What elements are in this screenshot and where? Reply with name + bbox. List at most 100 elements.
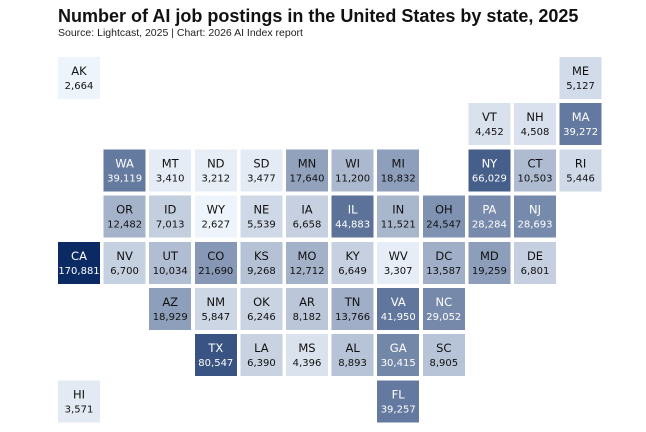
state-abbr-ok: OK: [253, 295, 270, 309]
state-tile-ks: KS 9,268: [240, 241, 283, 284]
state-tile-mi: MI 18,832: [377, 149, 420, 192]
state-abbr-mo: MO: [298, 249, 317, 263]
state-abbr-id: ID: [164, 203, 176, 217]
state-abbr-tn: TN: [344, 295, 361, 309]
state-value-ok: 6,246: [247, 312, 276, 323]
state-tile-il: IL 44,883: [331, 195, 374, 238]
state-abbr-me: ME: [572, 64, 589, 78]
state-tile-fill-oh: [422, 195, 465, 238]
state-tile-wa: WA 39,119: [103, 149, 146, 192]
state-tile-fill-nc: [422, 288, 465, 330]
state-value-md: 19,259: [472, 266, 507, 277]
state-abbr-nd: ND: [207, 156, 225, 170]
state-abbr-ma: MA: [572, 110, 590, 124]
state-value-az: 18,929: [153, 312, 188, 323]
state-tile-ri: RI 5,446: [559, 149, 602, 192]
state-abbr-hi: HI: [73, 387, 85, 401]
state-tile-nm: NM 5,847: [194, 288, 237, 330]
state-value-ma: 39,272: [563, 127, 598, 138]
state-tile-fill-ia: [286, 195, 328, 238]
state-tile-fill-ct: [514, 149, 556, 192]
state-tile-pa: PA 28,284: [468, 195, 511, 238]
state-tile-fill-ma: [559, 103, 602, 146]
state-tile-fill-mi: [377, 149, 420, 192]
state-tile-fl: FL 39,257: [377, 380, 420, 423]
state-tile-md: MD 19,259: [468, 241, 511, 284]
state-abbr-ri: RI: [575, 156, 586, 170]
state-tile-fill-ks: [240, 241, 283, 284]
state-tile-fill-la: [240, 334, 283, 377]
state-abbr-nv: NV: [116, 249, 133, 263]
state-abbr-dc: DC: [435, 249, 452, 263]
state-tile-fill-ga: [377, 334, 420, 377]
state-tile-az: AZ 18,929: [149, 288, 192, 330]
state-tile-fill-wa: [103, 149, 146, 192]
state-tile-fill-nm: [194, 288, 237, 330]
state-value-wy: 2,627: [201, 220, 230, 231]
state-tile-fill-ny: [468, 149, 511, 192]
state-value-ak: 2,664: [65, 81, 94, 92]
state-value-mn: 17,640: [290, 173, 325, 184]
state-tile-nc: NC 29,052: [422, 288, 465, 330]
state-value-tx: 80,547: [198, 358, 233, 369]
state-value-ri: 5,446: [566, 173, 595, 184]
state-tile-de: DE 6,801: [514, 241, 556, 284]
state-abbr-la: LA: [254, 341, 269, 355]
state-tile-fill-ak: [58, 57, 100, 99]
state-tile-fill-tx: [194, 334, 237, 377]
state-abbr-ia: IA: [301, 203, 312, 217]
state-tile-fill-ar: [286, 288, 328, 330]
state-value-or: 12,482: [107, 220, 142, 231]
state-value-hi: 3,571: [65, 404, 94, 415]
state-value-nh: 4,508: [521, 127, 550, 138]
state-tile-fill-ca: [58, 241, 100, 284]
state-abbr-sd: SD: [253, 156, 269, 170]
state-abbr-ny: NY: [482, 156, 499, 170]
state-abbr-ks: KS: [254, 249, 269, 263]
state-tile-mt: MT 3,410: [149, 149, 192, 192]
state-abbr-co: CO: [207, 249, 224, 263]
state-tile-ia: IA 6,658: [286, 195, 328, 238]
state-tile-fill-az: [149, 288, 192, 330]
state-abbr-nc: NC: [435, 295, 452, 309]
state-value-ms: 4,396: [293, 358, 322, 369]
state-value-oh: 24,547: [426, 220, 461, 231]
state-value-pa: 28,284: [472, 220, 507, 231]
state-tile-tx: TX 80,547: [194, 334, 237, 377]
state-abbr-ak: AK: [71, 64, 87, 78]
state-abbr-mt: MT: [162, 156, 180, 170]
state-tile-fill-fl: [377, 380, 420, 423]
state-tile-fill-sd: [240, 149, 283, 192]
state-abbr-nh: NH: [526, 110, 543, 124]
state-tile-fill-nv: [103, 241, 146, 284]
state-abbr-il: IL: [348, 203, 358, 217]
state-tile-wi: WI 11,200: [331, 149, 374, 192]
state-abbr-de: DE: [527, 249, 543, 263]
state-abbr-in: IN: [392, 203, 404, 217]
state-tile-me: ME 5,127: [559, 57, 602, 99]
state-value-mi: 18,832: [381, 173, 416, 184]
state-tile-oh: OH 24,547: [422, 195, 465, 238]
state-tile-ma: MA 39,272: [559, 103, 602, 146]
state-abbr-oh: OH: [435, 203, 453, 217]
state-abbr-ar: AR: [299, 295, 315, 309]
state-tile-fill-dc: [422, 241, 465, 284]
state-abbr-ct: CT: [527, 156, 543, 170]
state-tile-fill-pa: [468, 195, 511, 238]
state-abbr-ky: KY: [346, 249, 361, 263]
state-tile-in: IN 11,521: [377, 195, 420, 238]
state-abbr-wy: WY: [207, 203, 226, 217]
state-value-nc: 29,052: [426, 312, 461, 323]
state-tile-wv: WV 3,307: [377, 241, 420, 284]
state-tile-fill-sc: [422, 334, 465, 377]
state-value-me: 5,127: [566, 81, 595, 92]
state-value-ar: 8,182: [293, 312, 322, 323]
state-value-ky: 6,649: [338, 266, 367, 277]
state-abbr-md: MD: [480, 249, 499, 263]
state-abbr-az: AZ: [162, 295, 178, 309]
state-value-mt: 3,410: [156, 173, 185, 184]
state-value-il: 44,883: [335, 220, 370, 231]
state-tile-fill-il: [331, 195, 374, 238]
state-tile-fill-vt: [468, 103, 511, 146]
